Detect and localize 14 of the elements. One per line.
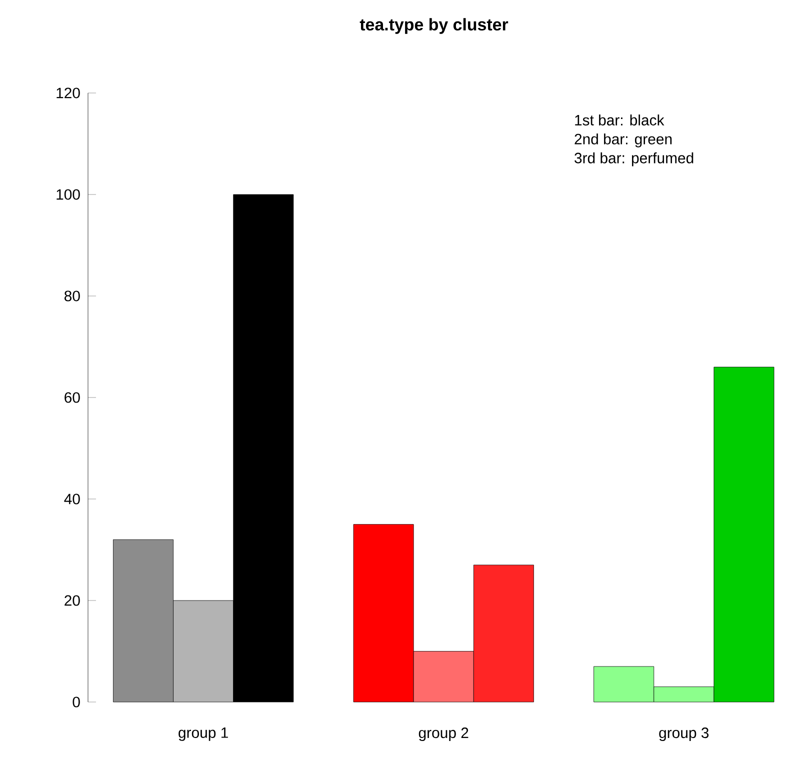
annotation: 3rd bar: perfumed — [574, 152, 694, 166]
x-tick-label: group 3 — [659, 728, 709, 742]
x-tick-label: group 1 — [178, 728, 228, 741]
y-tick-label: 40 — [64, 494, 80, 504]
x-tick-label: group 2 — [418, 728, 468, 742]
annotation: 1st bar: black — [575, 114, 664, 126]
y-tick-label: 60 — [64, 392, 80, 403]
y-tick-label: 80 — [64, 290, 80, 302]
y-tick-label: 0 — [72, 696, 80, 708]
annotation: 2nd bar: green — [574, 133, 672, 148]
chart-title: tea.type by cluster — [360, 18, 508, 34]
y-tick-label: 100 — [56, 189, 80, 200]
y-tick-label: 120 — [56, 88, 80, 98]
y-tick-label: 20 — [64, 595, 80, 606]
